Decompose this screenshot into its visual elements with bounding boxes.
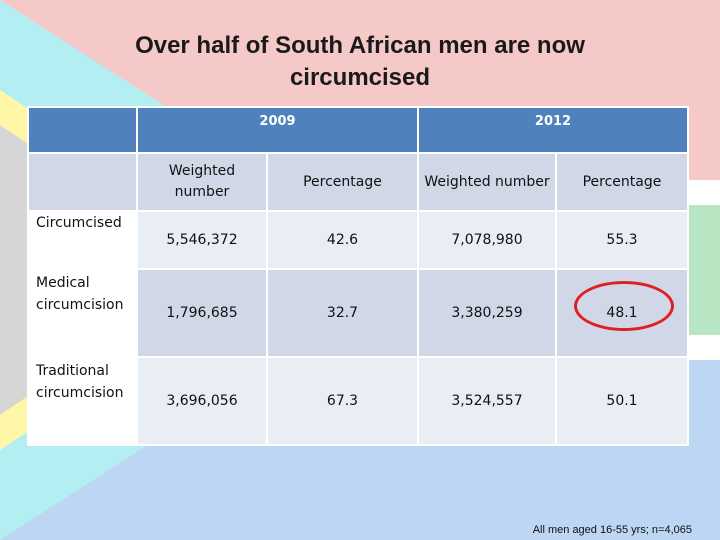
table-row: Traditional circumcision 3,696,056 67.3 … bbox=[27, 356, 689, 446]
table-cell: 1,796,685 bbox=[136, 268, 268, 358]
subheader-row: Weighted number Percentage Weighted numb… bbox=[27, 152, 689, 212]
table-cell: 7,078,980 bbox=[417, 210, 557, 270]
subheader-weighted-2009: Weighted number bbox=[136, 152, 268, 212]
year-header-row: 2009 2012 bbox=[27, 106, 689, 154]
table-cell: 3,696,056 bbox=[136, 356, 268, 446]
table-cell: 55.3 bbox=[555, 210, 689, 270]
title-line-2: circumcised bbox=[289, 64, 431, 91]
table-cell: 67.3 bbox=[266, 356, 419, 446]
row-label: Circumcised bbox=[27, 210, 138, 270]
row-label: Medical circumcision bbox=[27, 268, 138, 358]
table-cell: 42.6 bbox=[266, 210, 419, 270]
row-label: Traditional circumcision bbox=[27, 356, 138, 446]
table-row: Circumcised 5,546,372 42.6 7,078,980 55.… bbox=[27, 210, 689, 270]
table-cell: 5,546,372 bbox=[136, 210, 268, 270]
highlight-ellipse bbox=[574, 281, 674, 331]
footnote: All men aged 16-55 yrs; n=4,065 bbox=[532, 524, 692, 536]
subheader-weighted-2012: Weighted number bbox=[417, 152, 557, 212]
table-cell: 3,380,259 bbox=[417, 268, 557, 358]
year-header-2012: 2012 bbox=[417, 106, 689, 154]
subheader-percentage-2012: Percentage bbox=[555, 152, 689, 212]
subheader-percentage-2009: Percentage bbox=[266, 152, 419, 212]
table-cell: 50.1 bbox=[555, 356, 689, 446]
slide-title: Over half of South African men are now c… bbox=[40, 30, 680, 94]
table-cell: 3,524,557 bbox=[417, 356, 557, 446]
year-header-2009: 2009 bbox=[136, 106, 419, 154]
circumcision-table: 2009 2012 Weighted number Percentage Wei… bbox=[27, 106, 689, 446]
table-row: Medical circumcision 1,796,685 32.7 3,38… bbox=[27, 268, 689, 358]
table-cell: 32.7 bbox=[266, 268, 419, 358]
subheader-corner bbox=[27, 152, 138, 212]
header-corner bbox=[27, 106, 138, 154]
title-line-1: Over half of South African men are now bbox=[135, 32, 585, 59]
